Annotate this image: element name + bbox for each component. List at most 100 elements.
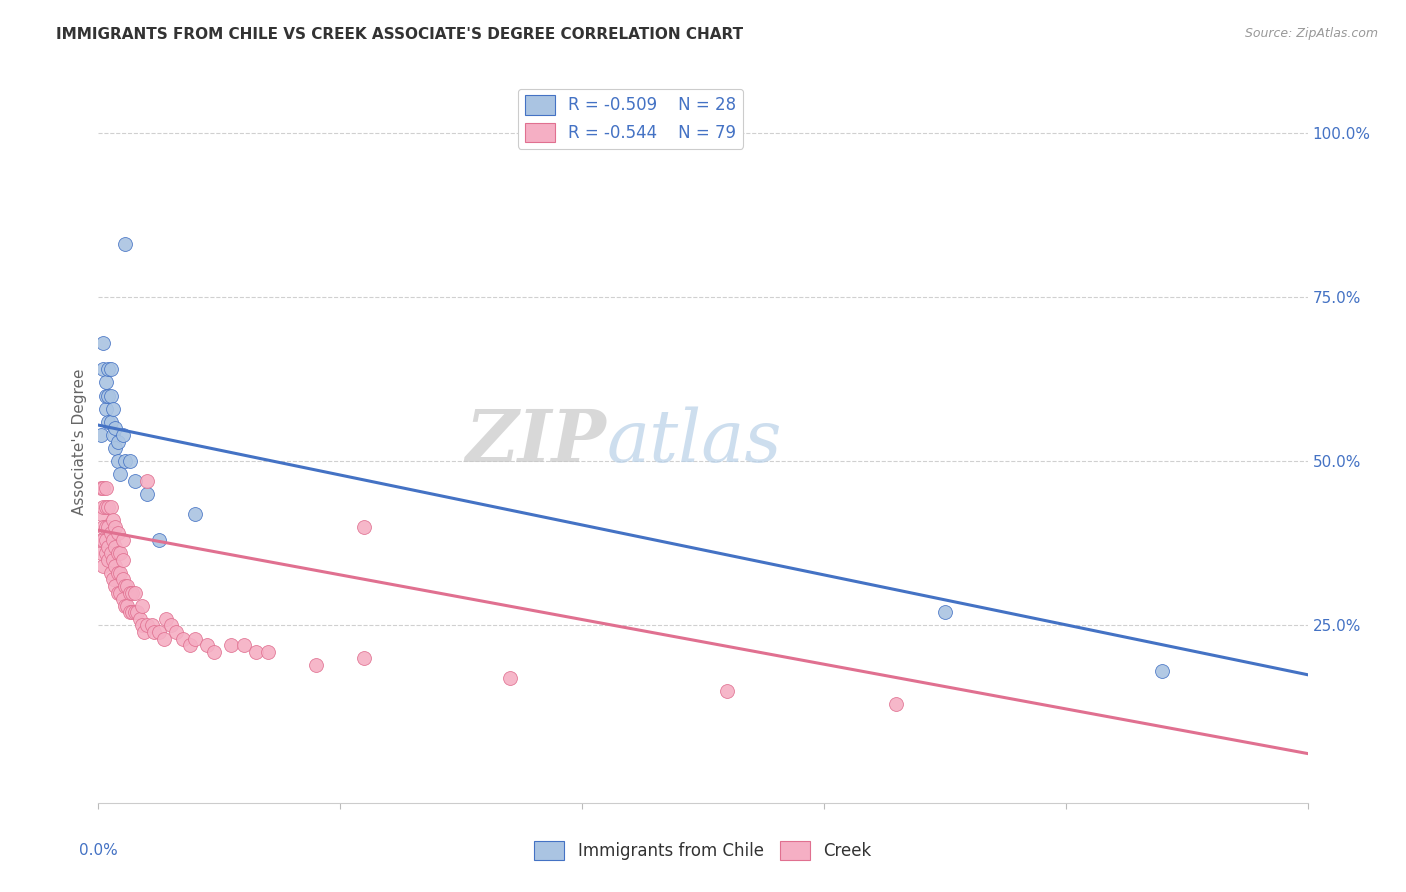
Point xyxy=(179,638,201,652)
Point xyxy=(118,605,141,619)
Point xyxy=(135,487,157,501)
Point xyxy=(94,500,117,515)
Point xyxy=(107,566,129,580)
Point xyxy=(94,533,117,547)
Point xyxy=(934,605,956,619)
Point xyxy=(100,500,122,515)
Point xyxy=(1152,665,1174,679)
Point xyxy=(100,362,122,376)
Point xyxy=(107,546,129,560)
Point xyxy=(94,376,117,390)
Point xyxy=(135,474,157,488)
Point xyxy=(104,441,127,455)
Point xyxy=(127,605,149,619)
Point xyxy=(107,454,129,468)
Point xyxy=(114,599,136,613)
Point xyxy=(100,566,122,580)
Point xyxy=(148,533,170,547)
Point xyxy=(90,546,112,560)
Point xyxy=(148,625,170,640)
Point xyxy=(104,540,127,554)
Point xyxy=(100,415,122,429)
Point xyxy=(107,434,129,449)
Point xyxy=(204,645,226,659)
Point xyxy=(97,388,120,402)
Point xyxy=(111,553,134,567)
Point xyxy=(104,520,127,534)
Point xyxy=(90,507,112,521)
Point xyxy=(134,625,156,640)
Point xyxy=(886,698,908,712)
Point xyxy=(121,585,143,599)
Point xyxy=(101,533,124,547)
Point xyxy=(101,401,124,416)
Point xyxy=(118,454,141,468)
Point xyxy=(160,618,183,632)
Point xyxy=(152,632,174,646)
Point xyxy=(184,632,207,646)
Point xyxy=(97,520,120,534)
Point xyxy=(108,585,131,599)
Point xyxy=(124,605,146,619)
Point xyxy=(91,520,114,534)
Point xyxy=(107,526,129,541)
Point xyxy=(91,533,114,547)
Point xyxy=(104,559,127,574)
Point xyxy=(91,362,114,376)
Point xyxy=(117,599,139,613)
Point xyxy=(91,481,114,495)
Point xyxy=(172,632,194,646)
Y-axis label: Associate's Degree: Associate's Degree xyxy=(72,368,87,515)
Point xyxy=(353,651,375,665)
Point xyxy=(100,546,122,560)
Text: Source: ZipAtlas.com: Source: ZipAtlas.com xyxy=(1244,27,1378,40)
Point xyxy=(114,579,136,593)
Point xyxy=(97,540,120,554)
Point xyxy=(232,638,254,652)
Point xyxy=(114,237,136,252)
Point xyxy=(90,533,112,547)
Text: atlas: atlas xyxy=(606,406,782,477)
Point xyxy=(100,526,122,541)
Point xyxy=(165,625,187,640)
Point xyxy=(135,618,157,632)
Point xyxy=(716,684,738,698)
Point xyxy=(111,533,134,547)
Point xyxy=(101,553,124,567)
Point xyxy=(305,657,328,672)
Point xyxy=(124,474,146,488)
Point xyxy=(111,428,134,442)
Point xyxy=(121,605,143,619)
Point xyxy=(97,500,120,515)
Point xyxy=(155,612,177,626)
Point xyxy=(104,579,127,593)
Point xyxy=(353,520,375,534)
Point xyxy=(118,585,141,599)
Point xyxy=(498,671,520,685)
Point xyxy=(94,401,117,416)
Text: ZIP: ZIP xyxy=(465,406,606,477)
Point xyxy=(195,638,218,652)
Point xyxy=(91,500,114,515)
Point xyxy=(94,546,117,560)
Point xyxy=(94,388,117,402)
Point xyxy=(114,454,136,468)
Point xyxy=(90,481,112,495)
Point xyxy=(143,625,166,640)
Point xyxy=(101,573,124,587)
Text: 0.0%: 0.0% xyxy=(79,843,118,857)
Point xyxy=(111,573,134,587)
Point xyxy=(221,638,243,652)
Point xyxy=(124,585,146,599)
Point xyxy=(111,592,134,607)
Point xyxy=(131,618,153,632)
Point xyxy=(94,520,117,534)
Legend: Immigrants from Chile, Creek: Immigrants from Chile, Creek xyxy=(527,834,879,867)
Point xyxy=(97,362,120,376)
Point xyxy=(108,566,131,580)
Point xyxy=(101,513,124,527)
Point xyxy=(141,618,163,632)
Point xyxy=(90,428,112,442)
Point xyxy=(91,336,114,351)
Point xyxy=(107,585,129,599)
